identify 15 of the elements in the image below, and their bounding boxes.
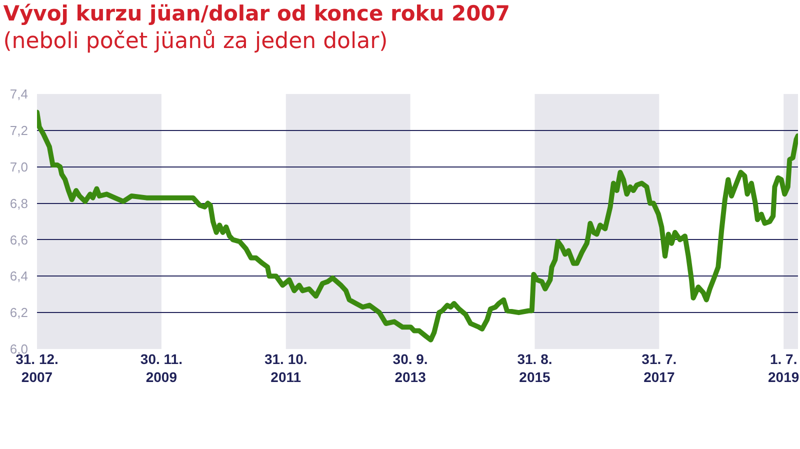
- x-tick-label: 31. 8. 2015: [517, 351, 552, 386]
- y-tick-label: 6,4: [10, 268, 28, 284]
- y-tick-label: 7,0: [10, 159, 28, 174]
- y-tick-label: 7,2: [10, 122, 28, 138]
- y-tick-label: 6,2: [10, 305, 28, 320]
- y-tick-label: 6,6: [10, 232, 28, 248]
- x-tick-label: 1. 7. 2019: [768, 351, 800, 386]
- chart-subtitle: (neboli počet jüanů za jeden dolar): [3, 28, 388, 54]
- y-tick-label: 6,8: [10, 196, 28, 211]
- chart-title: Vývoj kurzu jüan/dolar od konce roku 2007: [3, 2, 510, 26]
- x-tick-label: 30. 11. 2009: [140, 351, 182, 386]
- y-tick-label: 7,4: [10, 86, 28, 102]
- x-tick-label: 31. 7. 2017: [642, 351, 677, 386]
- x-tick-label: 31. 10. 2011: [264, 351, 308, 386]
- x-tick-label: 30. 9. 2013: [392, 351, 428, 386]
